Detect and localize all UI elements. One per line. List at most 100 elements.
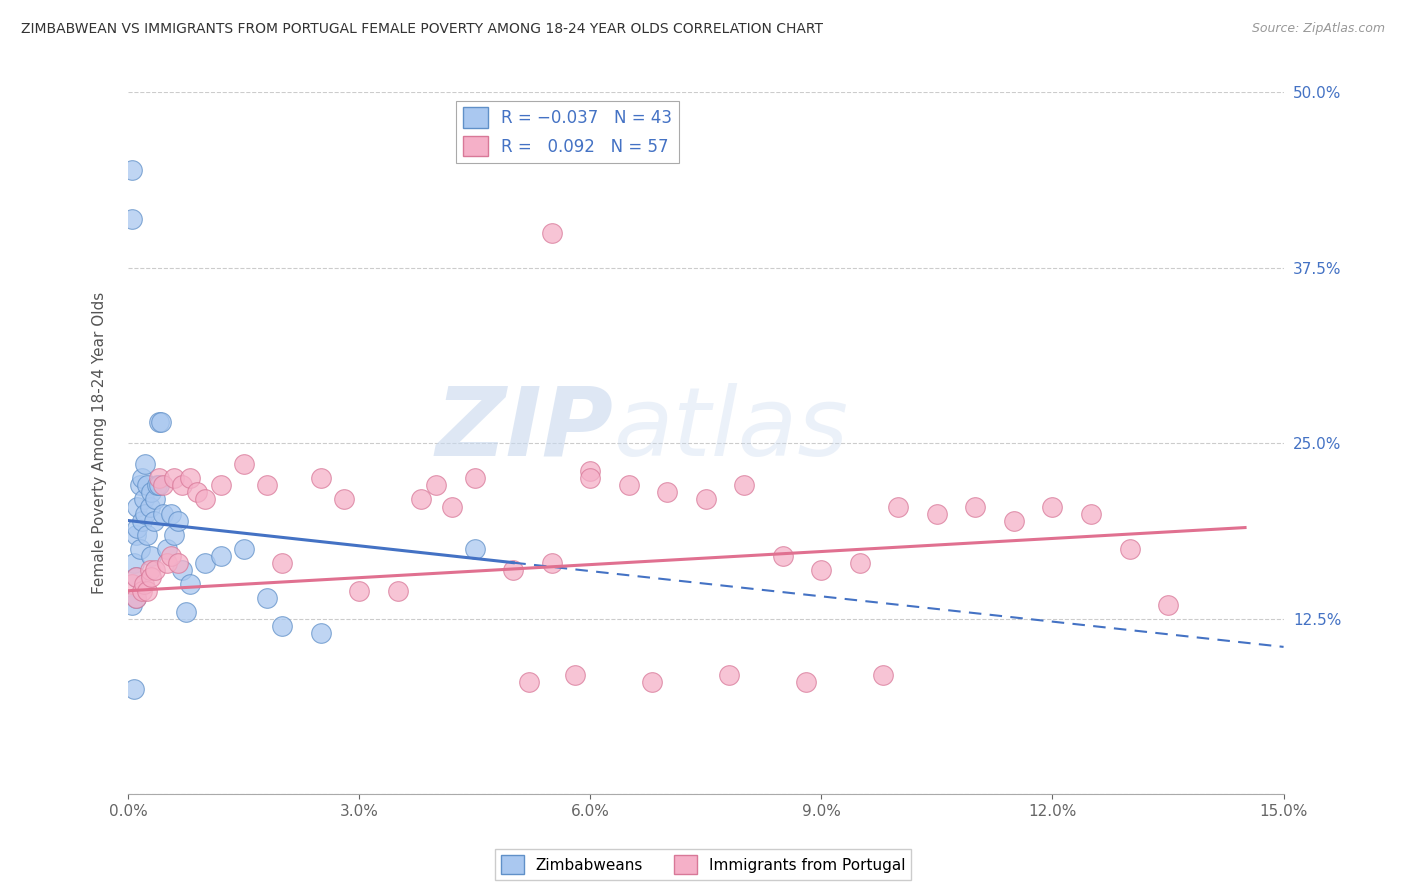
Y-axis label: Female Poverty Among 18-24 Year Olds: Female Poverty Among 18-24 Year Olds: [93, 293, 107, 594]
Point: [617, 478, 640, 492]
Point: [136, 583, 159, 598]
Point: [657, 485, 679, 500]
Point: [540, 556, 562, 570]
Point: [152, 478, 174, 492]
Point: [131, 583, 153, 598]
Point: [128, 541, 150, 556]
Point: [159, 549, 181, 563]
Point: [132, 492, 155, 507]
Point: [409, 492, 432, 507]
Point: [124, 681, 146, 696]
Point: [309, 625, 332, 640]
Point: [256, 591, 278, 605]
Text: Source: ZipAtlas.com: Source: ZipAtlas.com: [1251, 22, 1385, 36]
Point: [271, 556, 294, 570]
Point: [349, 583, 371, 598]
Point: [810, 563, 832, 577]
Point: [179, 576, 201, 591]
Point: [695, 492, 717, 507]
Point: [333, 492, 356, 507]
Point: [134, 507, 156, 521]
Point: [121, 162, 143, 177]
Point: [232, 541, 254, 556]
Point: [141, 570, 163, 584]
Point: [794, 675, 817, 690]
Point: [1002, 514, 1025, 528]
Text: ZIMBABWEAN VS IMMIGRANTS FROM PORTUGAL FEMALE POVERTY AMONG 18-24 YEAR OLDS CORR: ZIMBABWEAN VS IMMIGRANTS FROM PORTUGAL F…: [21, 22, 823, 37]
Point: [232, 458, 254, 472]
Point: [887, 500, 910, 514]
Point: [387, 583, 409, 598]
Point: [167, 514, 190, 528]
Point: [209, 478, 232, 492]
Point: [849, 556, 872, 570]
Point: [156, 556, 179, 570]
Point: [965, 500, 987, 514]
Point: [128, 478, 150, 492]
Point: [132, 576, 155, 591]
Point: [148, 478, 170, 492]
Point: [136, 527, 159, 541]
Point: [1080, 507, 1102, 521]
Point: [167, 556, 190, 570]
Point: [564, 668, 586, 682]
Point: [186, 485, 208, 500]
Point: [125, 570, 148, 584]
Point: [152, 507, 174, 521]
Point: [163, 527, 186, 541]
Point: [174, 605, 197, 619]
Point: [172, 563, 194, 577]
Point: [148, 415, 170, 429]
Point: [131, 471, 153, 485]
Point: [440, 500, 463, 514]
Point: [159, 507, 181, 521]
Point: [271, 619, 294, 633]
Point: [156, 541, 179, 556]
Point: [464, 541, 486, 556]
Point: [1042, 500, 1064, 514]
Point: [163, 471, 186, 485]
Point: [256, 478, 278, 492]
Point: [124, 556, 146, 570]
Point: [141, 485, 163, 500]
Point: [872, 668, 894, 682]
Point: [425, 478, 447, 492]
Point: [464, 471, 486, 485]
Point: [517, 675, 540, 690]
Point: [579, 471, 602, 485]
Point: [125, 591, 148, 605]
Point: [148, 471, 170, 485]
Point: [309, 471, 332, 485]
Point: [136, 478, 159, 492]
Point: [179, 471, 201, 485]
Point: [121, 598, 143, 612]
Point: [641, 675, 664, 690]
Point: [772, 549, 794, 563]
Text: atlas: atlas: [613, 383, 848, 475]
Point: [142, 514, 165, 528]
Point: [125, 570, 148, 584]
Point: [149, 415, 172, 429]
Legend: R = −0.037   N = 43, R =   0.092   N = 57: R = −0.037 N = 43, R = 0.092 N = 57: [456, 101, 679, 163]
Text: ZIP: ZIP: [436, 383, 613, 475]
Point: [138, 500, 160, 514]
Point: [121, 211, 143, 226]
Point: [1157, 598, 1180, 612]
Point: [127, 520, 149, 534]
Point: [540, 226, 562, 240]
Point: [121, 576, 143, 591]
Point: [172, 478, 194, 492]
Point: [717, 668, 740, 682]
Legend: Zimbabweans, Immigrants from Portugal: Zimbabweans, Immigrants from Portugal: [495, 849, 911, 880]
Point: [925, 507, 948, 521]
Point: [131, 514, 153, 528]
Point: [194, 556, 217, 570]
Point: [125, 527, 148, 541]
Point: [209, 549, 232, 563]
Point: [134, 458, 156, 472]
Point: [143, 492, 166, 507]
Point: [194, 492, 217, 507]
Point: [502, 563, 524, 577]
Point: [1118, 541, 1140, 556]
Point: [138, 563, 160, 577]
